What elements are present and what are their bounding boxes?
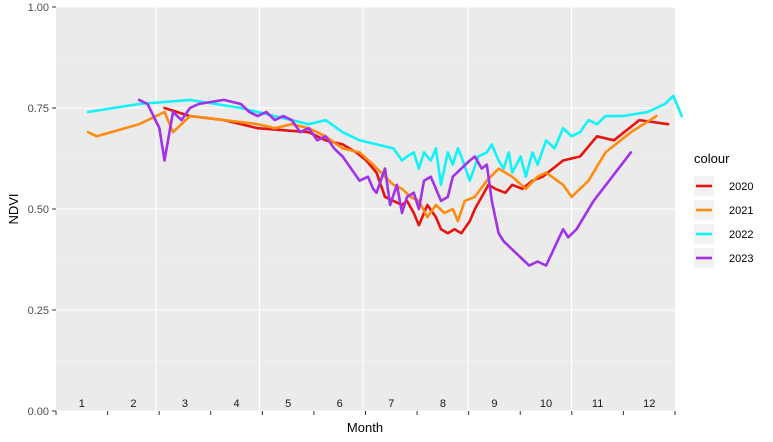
month-label: 7 bbox=[388, 398, 394, 410]
x-axis-ticks bbox=[55, 411, 676, 415]
month-label: 9 bbox=[491, 398, 497, 410]
legend-label-2023: 2023 bbox=[729, 253, 753, 265]
month-label: 12 bbox=[643, 398, 655, 410]
legend-label-2022: 2022 bbox=[729, 229, 753, 241]
x-axis-title: Month bbox=[347, 420, 383, 435]
month-label: 10 bbox=[540, 398, 552, 410]
y-tick-label: 0.75 bbox=[28, 103, 49, 115]
month-label: 3 bbox=[182, 398, 188, 410]
y-axis-title: NDVI bbox=[6, 193, 21, 224]
month-label: 1 bbox=[79, 398, 85, 410]
month-label: 2 bbox=[130, 398, 136, 410]
month-label: 8 bbox=[440, 398, 446, 410]
series-group bbox=[86, 94, 684, 267]
y-tick-label: 0.50 bbox=[28, 204, 49, 216]
legend-items: 2020 2021 2022 2023 bbox=[694, 176, 753, 268]
legend: colour 2020 2021 2022 2023 bbox=[694, 151, 753, 268]
legend-title: colour bbox=[694, 151, 730, 166]
y-tick-label: 0.00 bbox=[28, 406, 49, 418]
month-labels: 1 2 3 4 5 6 7 8 9 10 11 12 bbox=[79, 398, 656, 410]
y-tick-label: 0.25 bbox=[28, 305, 49, 317]
series-line-2020 bbox=[163, 106, 670, 235]
y-axis: 0.00 0.25 0.50 0.75 1.00 bbox=[28, 2, 56, 418]
month-label: 4 bbox=[233, 398, 239, 410]
y-tick-label: 1.00 bbox=[28, 2, 49, 14]
series-line-2022 bbox=[86, 94, 684, 187]
legend-label-2020: 2020 bbox=[729, 181, 753, 193]
month-label: 11 bbox=[592, 398, 603, 410]
series-line-2023 bbox=[137, 98, 633, 267]
legend-label-2021: 2021 bbox=[729, 205, 753, 217]
month-label: 6 bbox=[337, 398, 343, 410]
month-label: 5 bbox=[285, 398, 291, 410]
